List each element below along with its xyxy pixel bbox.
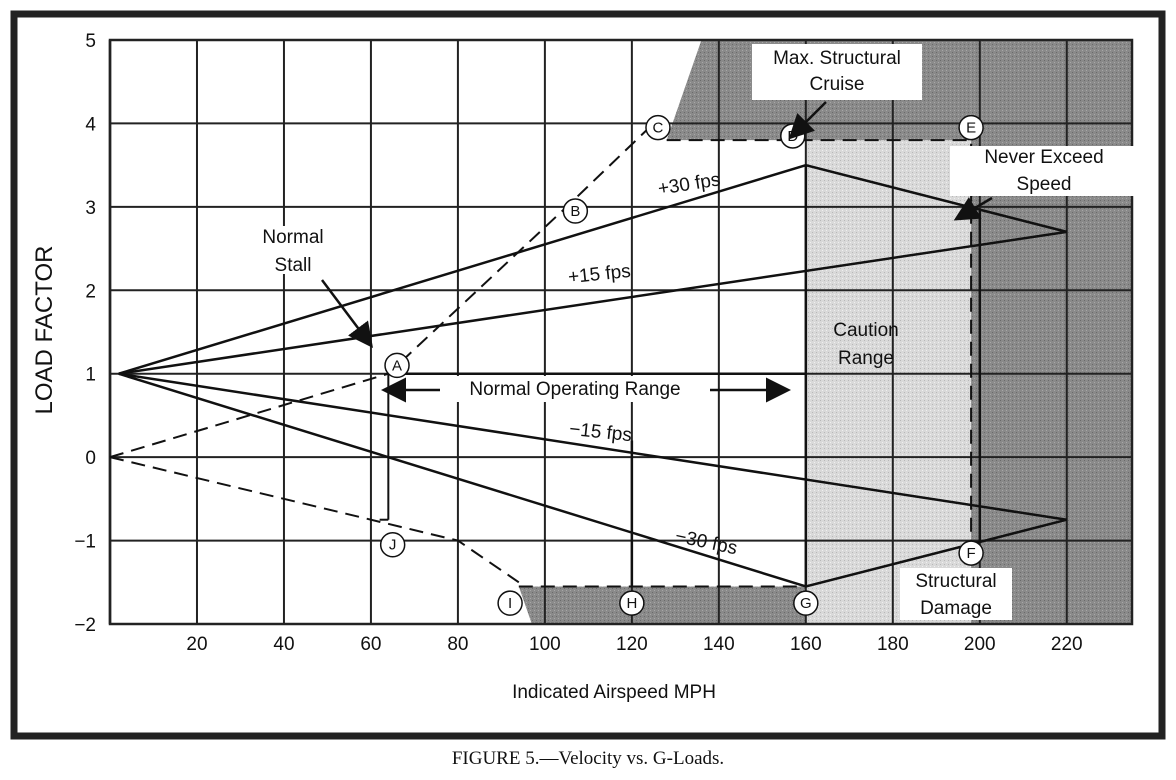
x-tick-label: 60 (360, 634, 381, 655)
y-tick-label: −1 (74, 532, 96, 553)
point-marker-i: I (497, 590, 523, 616)
gust-label-plus-30: +30 fps (656, 169, 721, 200)
structural-damage-label-2: Damage (920, 598, 992, 619)
normal-operating-range-label: Normal Operating Range (469, 379, 680, 400)
max-load-dashed (666, 139, 973, 541)
point-label: C (653, 120, 664, 137)
caution-range-label-2: Range (838, 348, 894, 369)
structural-damage-label: Structural (915, 571, 996, 592)
annotation-arrows (321, 101, 993, 403)
normal-stall-label-2: Stall (275, 255, 312, 276)
envelope-lines (109, 118, 1068, 588)
point-label: I (508, 595, 512, 612)
point-label: A (392, 357, 402, 374)
structural-damage-region-right (971, 40, 1132, 624)
max-structural-cruise-label-2: Cruise (810, 74, 865, 95)
x-tick-label: 80 (447, 634, 468, 655)
point-label: F (967, 545, 976, 562)
point-label: H (626, 595, 637, 612)
stall-line (109, 456, 520, 584)
point-label: E (966, 120, 976, 137)
y-tick-label: 2 (85, 281, 96, 302)
normal-stall-label: Normal (262, 227, 323, 248)
x-tick-label: 40 (273, 634, 294, 655)
gust-label-minus-15: −15 fps (568, 419, 633, 446)
point-label: G (800, 595, 812, 612)
gust-line (118, 372, 1067, 521)
y-tick-label: 5 (85, 31, 96, 52)
point-marker-c: C (645, 114, 671, 141)
y-tick-label: 0 (85, 448, 96, 469)
point-marker-a: A (384, 352, 410, 379)
gust-line (118, 230, 1067, 375)
point-marker-g: G (793, 590, 819, 616)
figure-caption: FIGURE 5.—Velocity vs. G-Loads. (451, 748, 725, 769)
region-shading (518, 40, 1132, 624)
stall-line (109, 118, 659, 459)
never-exceed-label-2: Speed (1017, 174, 1072, 195)
plot-border (108, 38, 1134, 626)
point-marker-b: B (562, 198, 589, 224)
x-tick-label: 140 (703, 634, 735, 655)
y-tick-label: 1 (85, 365, 96, 386)
x-axis-title: Indicated Airspeed MPH (512, 682, 716, 703)
x-tick-label: 180 (877, 634, 909, 655)
structural-damage-region-bottom (518, 586, 806, 624)
axis-ticks: 20 40 60 80 100 120 140 160 180 200 220 5 4 3 2 1 0 −1 −2 (74, 31, 1082, 655)
point-marker-f: F (958, 540, 984, 566)
x-tick-label: 160 (790, 634, 822, 655)
outer-frame (10, 10, 1166, 740)
y-tick-label: −2 (74, 615, 96, 636)
x-tick-label: 100 (529, 634, 561, 655)
point-label: J (389, 537, 397, 554)
point-marker-h: H (619, 590, 645, 616)
y-tick-label: 3 (85, 198, 96, 219)
point-label: B (570, 203, 580, 220)
y-tick-label: 4 (85, 114, 96, 135)
x-tick-label: 120 (616, 634, 648, 655)
x-tick-label: 200 (964, 634, 996, 655)
caution-range-label: Caution (833, 320, 899, 341)
gust-label-plus-15: +15 fps (567, 261, 632, 288)
y-axis-title: LOAD FACTOR (31, 246, 58, 415)
never-exceed-label: Never Exceed (984, 147, 1103, 168)
point-marker-j: J (379, 531, 406, 558)
point-marker-e: E (958, 114, 984, 141)
x-tick-label: 20 (186, 634, 207, 655)
x-tick-label: 220 (1051, 634, 1083, 655)
max-structural-cruise-label: Max. Structural (773, 48, 901, 69)
